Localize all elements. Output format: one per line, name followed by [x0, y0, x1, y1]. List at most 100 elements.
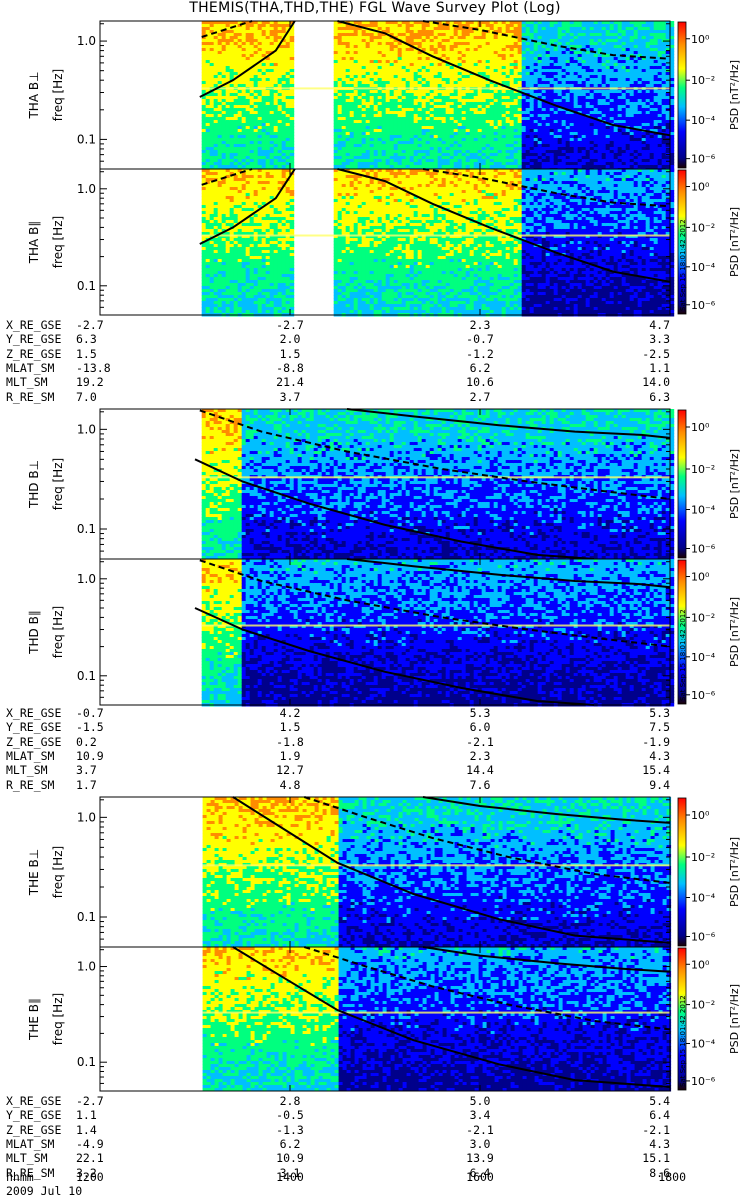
- y-axis-label: freq [Hz]: [51, 846, 65, 898]
- y-tick-label: 1.0: [77, 422, 96, 436]
- panel-thd-perp: 0.1 1.0 THD B⊥ freq [Hz] 10⁰ 10⁻² 10⁻⁴ 10⁻⁶ PSD …: [27, 408, 741, 560]
- colorbar: [677, 169, 687, 315]
- y-axis-label: freq [Hz]: [51, 69, 65, 121]
- frequency-curve-2: [303, 796, 671, 884]
- colorbar-tick-label: 10⁻⁴: [691, 651, 716, 664]
- frequency-curves: [199, 168, 671, 283]
- y-tick-label: 0.1: [77, 279, 96, 293]
- frequency-curve-2: [199, 409, 671, 500]
- colorbar-tick-label: 10⁰: [691, 809, 710, 822]
- colorbar: [677, 947, 687, 1091]
- colorbar-tick-label: 10⁰: [691, 181, 710, 194]
- panel-label: THD B⊥: [27, 460, 41, 509]
- colorbar-tick-label: 10⁻²: [691, 611, 715, 624]
- spectrogram-1: [201, 21, 675, 172]
- frequency-curve-2: [199, 20, 296, 98]
- frequency-curves: [232, 796, 671, 944]
- spectral-line: [201, 476, 670, 479]
- colorbar-label: PSD [nT²/Hz]: [728, 207, 741, 277]
- frequency-curve-4: [422, 20, 671, 60]
- colorbar: [677, 21, 687, 169]
- frequency-curve-4: [422, 168, 671, 208]
- panel-frame: [99, 946, 671, 1092]
- frequency-curve-1: [346, 408, 671, 439]
- y-tick-label: 1.0: [77, 572, 96, 586]
- panel-frame: [99, 558, 671, 706]
- colorbar-tick-label: 10⁻⁶: [691, 299, 716, 312]
- colorbar-label: PSD [nT²/Hz]: [728, 984, 741, 1054]
- panel-label: THA B∥: [27, 221, 41, 265]
- colorbar-tick-label: 10⁰: [691, 33, 710, 46]
- frequency-curves: [232, 946, 671, 1088]
- colorbar-tick-label: 10⁻⁶: [691, 543, 716, 556]
- y-tick-label: 1.0: [77, 810, 96, 824]
- panel-label: THE B∥: [27, 998, 41, 1041]
- colorbar-tick-label: 10⁻⁶: [691, 1075, 716, 1088]
- chart-title: THEMIS(THA,THD,THE) FGL Wave Survey Plot…: [0, 0, 750, 16]
- colorbar: [677, 559, 687, 705]
- y-tick-label: 1.0: [77, 960, 96, 974]
- colorbar-tick-label: 10⁻⁴: [691, 504, 716, 517]
- panel-the-par: 0.1 1.0 THE B∥ freq [Hz] 10⁰ 10⁻² 10⁻⁴ 10⁻⁶ PSD …: [27, 946, 741, 1092]
- y-axis-label: freq [Hz]: [51, 993, 65, 1045]
- frequency-curve-3: [232, 796, 671, 944]
- y-axis-label: freq [Hz]: [51, 606, 65, 658]
- y-axis-label: freq [Hz]: [51, 458, 65, 510]
- y-tick-label: 0.1: [77, 522, 96, 536]
- panel-tha-perp: 0.1 1.0 THA B⊥ freq [Hz] 10⁰ 10⁻² 10⁻⁴ 10⁻⁶ PSD …: [27, 20, 741, 172]
- y-tick-label: 0.1: [77, 1055, 96, 1069]
- panel-the-perp: 0.1 1.0 THE B⊥ freq [Hz] 10⁰ 10⁻² 10⁻⁴ 10⁻⁶ PSD …: [27, 796, 741, 948]
- spectral-line: [202, 864, 670, 867]
- y-tick-label: 1.0: [77, 182, 96, 196]
- colorbar: [677, 409, 687, 559]
- colorbar-tick-label: 10⁻⁴: [691, 892, 716, 905]
- y-tick-label: 0.1: [77, 910, 96, 924]
- spectrogram-3: [201, 409, 675, 560]
- frequency-curve-2: [199, 559, 671, 648]
- colorbar-tick-label: 10⁰: [691, 421, 710, 434]
- spectral-line: [201, 87, 670, 90]
- colorbar-tick-label: 10⁻²: [691, 74, 715, 87]
- colorbar-tick-label: 10⁻²: [691, 851, 715, 864]
- colorbar-label: PSD [nT²/Hz]: [728, 837, 741, 907]
- panel-label: THE B⊥: [27, 849, 41, 896]
- frequency-curve-1: [201, 168, 253, 186]
- colorbar-tick-label: 10⁻⁶: [691, 689, 716, 702]
- colorbar-label: PSD [nT²/Hz]: [728, 449, 741, 519]
- colorbar-label: PSD [nT²/Hz]: [728, 597, 741, 667]
- spectral-line: [201, 624, 670, 627]
- colorbar-label: PSD [nT²/Hz]: [728, 60, 741, 130]
- panel-tha-par: 0.1 1.0 THA B∥ freq [Hz] 10⁰ 10⁻² 10⁻⁴ 10⁻⁶ PSD …: [27, 168, 741, 317]
- panel-label: THA B⊥: [27, 71, 41, 119]
- frequency-curve-3: [337, 20, 671, 137]
- colorbar-tick-label: 10⁰: [691, 571, 710, 584]
- timestamp-label: Sat Sep 15 18:01:42 2012: [679, 219, 687, 311]
- colorbar-tick-label: 10⁻²: [691, 463, 715, 476]
- panel-frame: [99, 168, 671, 316]
- y-tick-label: 0.1: [77, 669, 96, 683]
- spectral-line: [202, 1011, 670, 1014]
- colorbar-tick-label: 10⁻²: [691, 221, 715, 234]
- spectral-line: [201, 234, 670, 237]
- frequency-curves: [199, 20, 671, 137]
- frequency-curves: [194, 408, 671, 560]
- spectrogram-4: [201, 559, 675, 707]
- y-axis-label: freq [Hz]: [51, 216, 65, 268]
- frequency-curve-2: [199, 168, 296, 245]
- colorbar-tick-label: 10⁰: [691, 958, 710, 971]
- panel-label: THD B∥: [27, 610, 41, 655]
- spectrogram-5: [202, 797, 672, 948]
- colorbar-tick-label: 10⁻⁴: [691, 261, 716, 274]
- frequency-curve-2: [303, 946, 671, 1031]
- frequency-curve-3: [194, 458, 595, 560]
- colorbar-tick-label: 10⁻⁴: [691, 1037, 716, 1050]
- spectrogram-6: [202, 947, 672, 1092]
- timestamp-label: Sat Sep 15 18:01:42 2012: [679, 995, 687, 1087]
- colorbar: [677, 797, 687, 947]
- y-tick-label: 1.0: [77, 34, 96, 48]
- frequency-curve-1: [422, 946, 671, 973]
- frequency-curve-1: [346, 558, 671, 589]
- frequency-curves: [194, 558, 671, 706]
- frequency-curve-3: [232, 946, 671, 1088]
